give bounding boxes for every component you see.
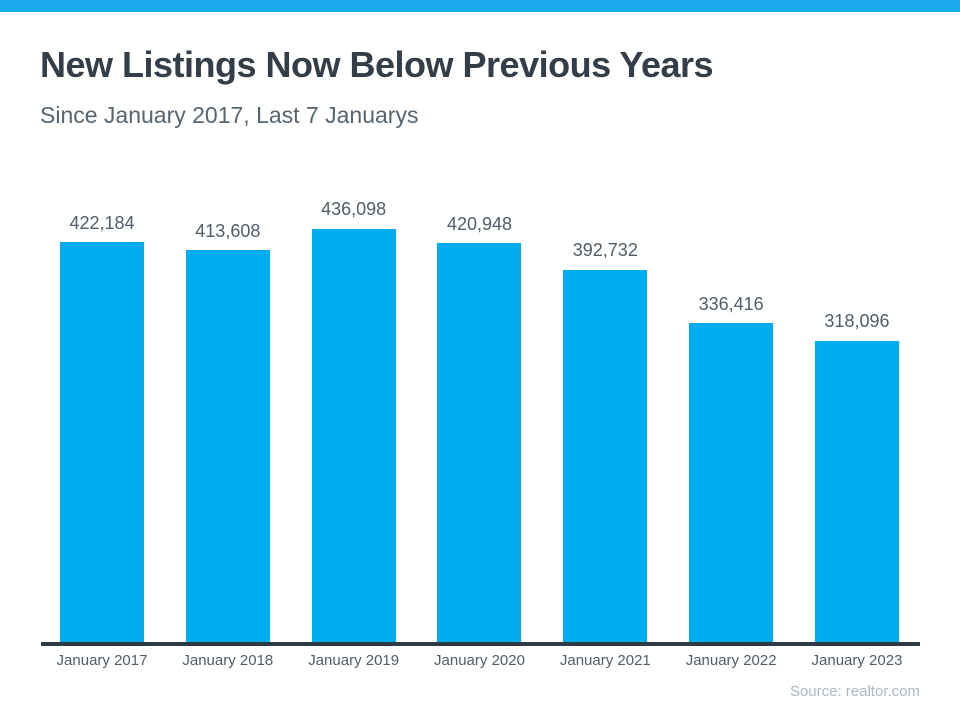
- x-axis-tick-label: January 2021: [559, 652, 651, 669]
- bar-jan-2022: [689, 323, 774, 642]
- bar-value-label: 436,098: [321, 199, 387, 220]
- bar-value-label: 318,096: [824, 311, 890, 332]
- bar-column-jan-2021: 392,732: [563, 240, 648, 642]
- bar-column-jan-2022: 336,416: [689, 293, 774, 642]
- x-axis-tick-label: January 2020: [434, 652, 525, 669]
- bar-value-label: 422,184: [69, 212, 135, 233]
- bar-jan-2019: [311, 229, 396, 642]
- page-subtitle: Since January 2017, Last 7 Januarys: [40, 102, 419, 128]
- bar-chart: 422,184 413,608 436,098 420,948 392,732 …: [60, 196, 899, 642]
- bar-jan-2023: [814, 340, 899, 642]
- x-axis-tick-label: January 2022: [685, 652, 777, 669]
- bar-value-label: 392,732: [572, 240, 638, 261]
- x-axis-tick-label: January 2017: [56, 652, 148, 669]
- x-axis-labels: January 2017 January 2018 January 2019 J…: [56, 651, 903, 671]
- bar-jan-2021: [563, 270, 648, 642]
- bar-value-label: 420,948: [446, 213, 513, 234]
- source-attribution: Source: realtor.com: [789, 683, 920, 700]
- bar-column-jan-2018: 413,608: [185, 220, 270, 642]
- bar-column-jan-2019: 436,098: [311, 199, 396, 642]
- page-title: New Listings Now Below Previous Years: [40, 44, 714, 85]
- bar-jan-2020: [437, 243, 522, 642]
- x-axis-baseline: [41, 642, 920, 646]
- top-accent-banner: [0, 0, 960, 12]
- bar-jan-2018: [185, 250, 270, 642]
- bar-jan-2017: [60, 242, 144, 642]
- x-axis-tick-label: January 2019: [308, 652, 400, 669]
- bar-value-label: 413,608: [195, 220, 261, 241]
- x-axis-tick-label: January 2023: [811, 652, 903, 669]
- bar-column-jan-2020: 420,948: [437, 213, 522, 642]
- bar-value-label: 336,416: [698, 293, 764, 314]
- bar-column-jan-2023: 318,096: [814, 311, 899, 642]
- x-axis-tick-label: January 2018: [182, 652, 274, 669]
- bar-column-jan-2017: 422,184: [60, 213, 144, 642]
